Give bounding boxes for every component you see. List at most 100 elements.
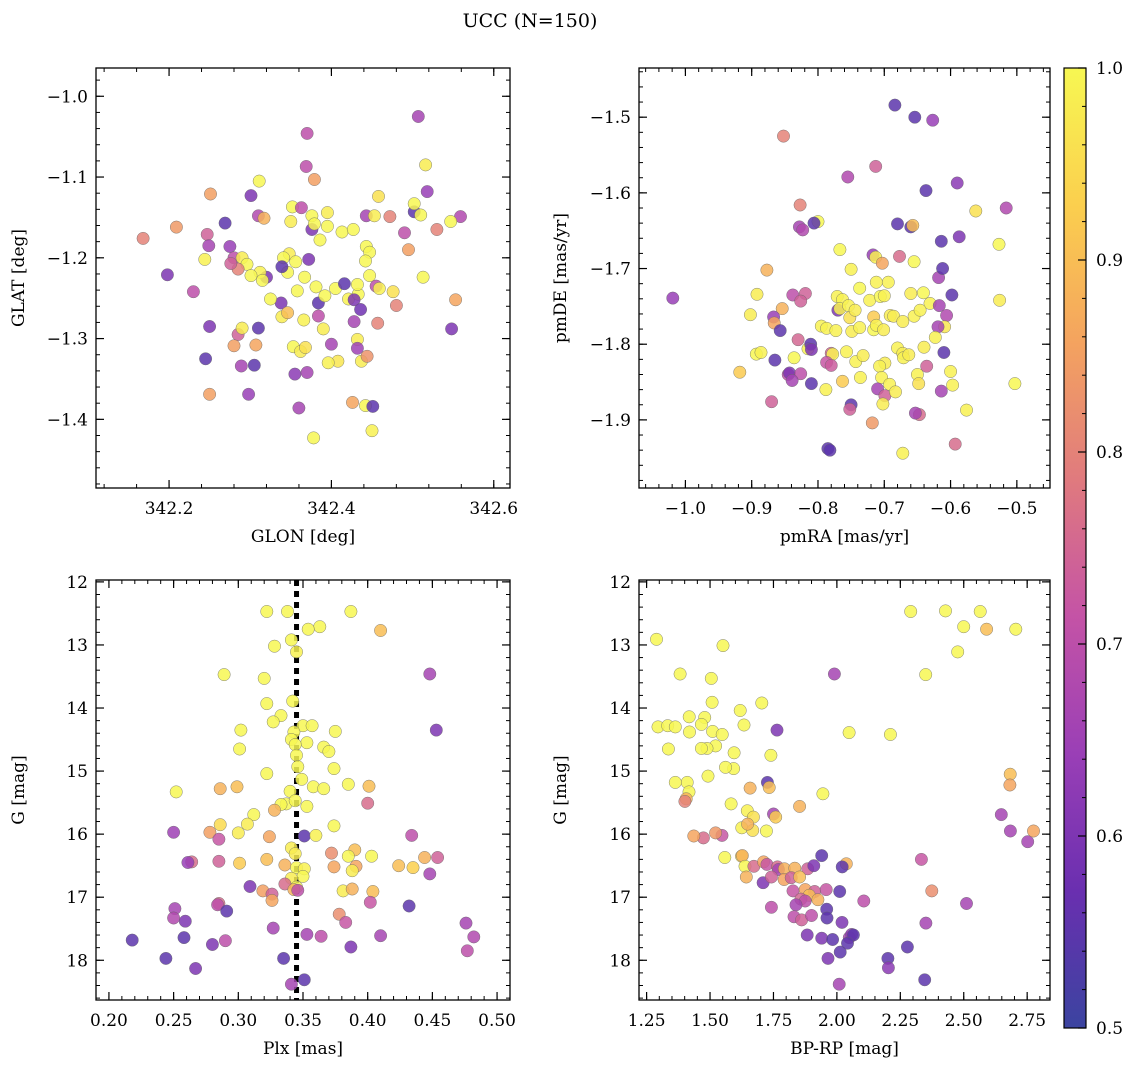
scatter-point — [819, 383, 833, 396]
scatter-point — [769, 810, 783, 824]
scatter-point — [284, 977, 298, 991]
scatter-point — [300, 928, 314, 941]
scatter-point — [770, 723, 784, 737]
colorbar-tick-label: 1.0 — [1096, 59, 1123, 79]
scatter-point — [833, 885, 847, 898]
scatter-point — [177, 931, 191, 944]
scatter-point — [350, 278, 364, 291]
scatter-point — [419, 158, 432, 172]
scatter-point — [796, 223, 810, 237]
scatter-point — [321, 356, 335, 370]
scatter-point — [291, 760, 305, 774]
scatter-point — [993, 293, 1006, 307]
scatter-point — [243, 880, 257, 893]
scatter-point — [939, 604, 952, 618]
scatter-point — [794, 294, 808, 308]
y-tick-label: −1.0 — [47, 87, 88, 107]
scatter-point — [411, 110, 425, 123]
scatter-point — [414, 208, 428, 222]
scatter-point — [893, 249, 906, 263]
scatter-point — [290, 284, 304, 298]
x-tick-label: 2.00 — [818, 1011, 856, 1031]
scatter-point — [666, 291, 680, 305]
scatter-point — [869, 159, 883, 173]
scatter-point — [398, 226, 411, 240]
scatter-point — [224, 257, 238, 270]
panel-bprp-g: 1.25 1.50 1.75 2.00 2.25 2.50 2.75 12 13 14 15 16 17… — [551, 573, 1051, 1059]
scatter-point — [337, 277, 351, 291]
scatter-point — [906, 218, 920, 232]
scatter-point — [1003, 778, 1017, 792]
scatter-point — [341, 777, 355, 791]
scatter-point — [928, 330, 942, 344]
scatter-point — [821, 952, 835, 965]
scatter-point — [1021, 835, 1035, 849]
scatter-point — [365, 849, 378, 863]
scatter-point — [223, 240, 237, 253]
scatter-point — [344, 940, 358, 954]
scatter-point — [277, 952, 290, 965]
scatter-point — [853, 281, 867, 295]
scatter-point — [449, 293, 462, 307]
scatter-point — [869, 275, 883, 289]
x-tick-label: 342.6 — [469, 499, 518, 519]
scatter-point — [230, 780, 244, 794]
scatter-point — [705, 695, 719, 709]
x-tick-label: −0.7 — [864, 499, 905, 519]
scatter-point — [999, 201, 1013, 215]
x-tick-label: 342.2 — [145, 499, 194, 519]
y-axis-label: pmDE [mas/yr] — [551, 213, 571, 343]
scatter-point — [687, 829, 701, 843]
y-tick-label: 17 — [609, 888, 631, 908]
scatter-point — [715, 728, 729, 741]
scatter-point — [957, 620, 971, 634]
scatter-point — [288, 738, 302, 751]
scatter-point — [875, 256, 889, 270]
scatter-point — [865, 416, 879, 430]
scatter-point — [367, 209, 381, 223]
scatter-point — [136, 231, 150, 245]
scatter-point — [754, 346, 768, 359]
scatter-point — [327, 860, 341, 874]
panel-plx-g: 0.20 0.25 0.30 0.35 0.40 0.45 0.50 12 13 14 15 16 17… — [9, 573, 516, 1059]
scatter-point — [832, 977, 846, 991]
scatter-point — [309, 280, 323, 294]
scatter-point — [406, 861, 420, 874]
scatter-point — [288, 847, 302, 861]
scatter-point — [881, 275, 895, 289]
scatter-point — [350, 341, 364, 355]
scatter-point — [169, 785, 183, 799]
x-tick-label: 1.50 — [691, 1011, 729, 1031]
scatter-point — [882, 961, 895, 975]
scatter-point — [805, 343, 818, 356]
scatter-point — [284, 633, 298, 647]
scatter-point — [755, 696, 769, 710]
y-axis-label: GLAT [deg] — [9, 229, 29, 327]
colorbar-tick-label: 0.5 — [1096, 1019, 1123, 1039]
scatter-point — [284, 215, 298, 228]
scatter-point — [402, 899, 416, 913]
scatter-point — [307, 431, 320, 445]
x-tick-label: −0.9 — [731, 499, 772, 519]
scatter-point — [829, 324, 843, 337]
scatter-point — [791, 333, 805, 347]
scatter-point — [278, 858, 292, 872]
scatter-point — [948, 437, 962, 451]
scatter-point — [793, 870, 806, 884]
scatter-point — [320, 219, 334, 233]
scatter-point — [695, 718, 708, 731]
scatter-point — [777, 129, 790, 143]
scatter-point — [220, 904, 234, 918]
scatter-point — [787, 351, 801, 365]
scatter-point — [363, 895, 377, 909]
y-tick-label: 14 — [66, 699, 88, 719]
x-tick-label: 0.25 — [155, 1011, 193, 1031]
scatter-point — [240, 817, 254, 831]
scatter-point — [167, 911, 181, 925]
scatter-point — [324, 337, 338, 351]
scatter-point — [212, 832, 226, 846]
scatter-point — [805, 377, 818, 390]
scatter-point — [389, 299, 403, 312]
scatter-point — [1004, 824, 1017, 838]
